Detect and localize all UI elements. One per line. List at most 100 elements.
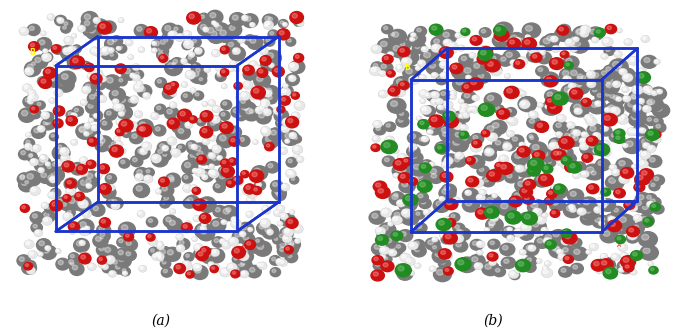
- Circle shape: [39, 77, 51, 88]
- Circle shape: [194, 264, 198, 268]
- Circle shape: [559, 255, 562, 258]
- Circle shape: [246, 196, 255, 204]
- Circle shape: [541, 268, 553, 278]
- Circle shape: [422, 106, 436, 117]
- Circle shape: [410, 162, 428, 176]
- Circle shape: [246, 186, 250, 189]
- Circle shape: [134, 75, 137, 78]
- Circle shape: [543, 266, 546, 268]
- Circle shape: [527, 158, 544, 171]
- Circle shape: [648, 261, 653, 266]
- Circle shape: [520, 143, 523, 145]
- Circle shape: [171, 148, 181, 157]
- Circle shape: [288, 170, 297, 178]
- Circle shape: [525, 40, 530, 44]
- Circle shape: [216, 155, 223, 161]
- Circle shape: [522, 38, 536, 50]
- Circle shape: [240, 270, 249, 278]
- Circle shape: [638, 214, 654, 227]
- Circle shape: [104, 75, 121, 90]
- Circle shape: [608, 216, 616, 223]
- Circle shape: [380, 255, 383, 257]
- Circle shape: [614, 218, 618, 221]
- Circle shape: [382, 156, 395, 166]
- Circle shape: [471, 80, 477, 84]
- Circle shape: [275, 210, 278, 213]
- Circle shape: [479, 28, 491, 37]
- Circle shape: [79, 201, 84, 204]
- Circle shape: [519, 153, 523, 157]
- Circle shape: [213, 51, 216, 54]
- Circle shape: [207, 27, 214, 33]
- Circle shape: [23, 179, 33, 188]
- Circle shape: [240, 233, 255, 246]
- Circle shape: [91, 48, 95, 52]
- Circle shape: [613, 82, 617, 85]
- Circle shape: [647, 156, 662, 167]
- Circle shape: [151, 152, 169, 167]
- Circle shape: [212, 156, 217, 160]
- Circle shape: [385, 247, 390, 251]
- Circle shape: [606, 83, 610, 86]
- Circle shape: [443, 232, 458, 244]
- Circle shape: [58, 199, 62, 203]
- Circle shape: [103, 31, 105, 34]
- Circle shape: [190, 154, 195, 157]
- Circle shape: [649, 132, 658, 140]
- Circle shape: [119, 119, 133, 132]
- Circle shape: [241, 15, 249, 21]
- Circle shape: [271, 130, 277, 135]
- Circle shape: [609, 131, 622, 142]
- Circle shape: [587, 124, 603, 137]
- Circle shape: [469, 107, 472, 109]
- Circle shape: [24, 85, 28, 88]
- Circle shape: [445, 268, 449, 271]
- Circle shape: [18, 149, 31, 160]
- Circle shape: [465, 201, 472, 206]
- Circle shape: [60, 46, 74, 58]
- Circle shape: [448, 47, 452, 50]
- Circle shape: [422, 47, 425, 50]
- Circle shape: [538, 217, 542, 221]
- Circle shape: [62, 203, 66, 206]
- Circle shape: [240, 225, 247, 230]
- Circle shape: [564, 76, 568, 80]
- Circle shape: [250, 23, 253, 25]
- Circle shape: [629, 228, 634, 232]
- Circle shape: [558, 253, 566, 261]
- Circle shape: [523, 195, 534, 204]
- Circle shape: [590, 126, 596, 131]
- Circle shape: [27, 95, 35, 102]
- Circle shape: [516, 163, 534, 177]
- Circle shape: [642, 142, 650, 149]
- Circle shape: [421, 50, 438, 64]
- Circle shape: [484, 51, 488, 54]
- Circle shape: [551, 246, 556, 250]
- Circle shape: [128, 99, 132, 102]
- Circle shape: [436, 218, 451, 231]
- Circle shape: [379, 62, 393, 74]
- Circle shape: [55, 197, 67, 208]
- Circle shape: [410, 177, 414, 181]
- Circle shape: [472, 257, 478, 262]
- Circle shape: [460, 31, 468, 37]
- Circle shape: [452, 65, 457, 69]
- Circle shape: [112, 90, 118, 96]
- Circle shape: [273, 236, 282, 244]
- Circle shape: [568, 68, 585, 82]
- Circle shape: [394, 193, 398, 197]
- Circle shape: [652, 104, 670, 118]
- Circle shape: [445, 44, 451, 49]
- Circle shape: [201, 200, 208, 206]
- Circle shape: [375, 235, 388, 245]
- Circle shape: [57, 17, 61, 21]
- Circle shape: [562, 52, 565, 55]
- Circle shape: [528, 215, 532, 218]
- Circle shape: [204, 251, 210, 257]
- Circle shape: [260, 60, 273, 71]
- Circle shape: [487, 170, 501, 181]
- Circle shape: [55, 120, 58, 124]
- Circle shape: [427, 129, 434, 135]
- Circle shape: [565, 234, 571, 239]
- Circle shape: [82, 210, 92, 218]
